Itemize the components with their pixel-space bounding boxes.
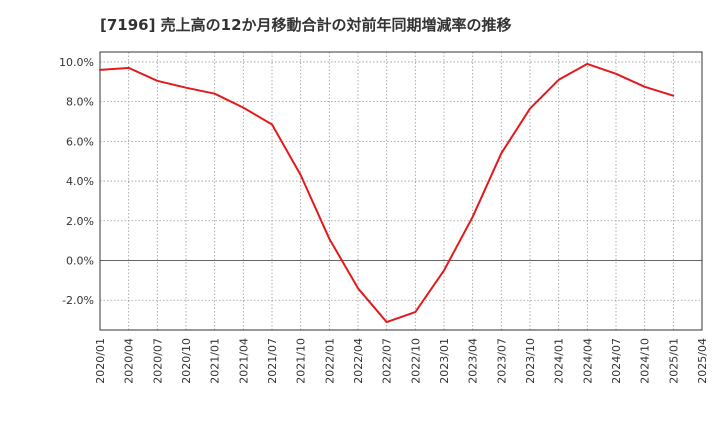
x-tick-label: 2023/07 (495, 338, 508, 384)
x-tick-label: 2021/01 (209, 338, 222, 384)
series (99, 62, 675, 324)
x-tick-label: 2023/01 (438, 338, 451, 384)
x-tick-label: 2024/07 (610, 338, 623, 384)
x-tick-label: 2021/04 (237, 338, 250, 384)
x-tick-label: 2021/07 (266, 338, 279, 384)
series-line (99, 62, 675, 324)
x-tick-labels: 2020/01 2020/04 2020/07 2020/10 2021/01 2021/… (94, 338, 709, 384)
y-tick-label: 8.0% (66, 96, 94, 109)
y-tick-labels: -2.0% 0.0% 2.0% 4.0% 6.0% 8.0% 10.0% (59, 56, 94, 307)
x-tick-label: 2024/01 (553, 338, 566, 384)
x-tick-label: 2021/10 (295, 338, 308, 384)
y-tick-label: 2.0% (66, 215, 94, 228)
grid (99, 52, 703, 330)
x-tick-label: 2022/07 (381, 338, 394, 384)
y-tick-label: 10.0% (59, 56, 94, 69)
y-tick-label: -2.0% (62, 294, 94, 307)
x-tick-label: 2020/07 (151, 338, 164, 384)
chart-title: [7196] 売上高の12か月移動合計の対前年同期増減率の推移 (100, 16, 512, 34)
axes (99, 51, 703, 331)
y-tick-label: 4.0% (66, 175, 94, 188)
x-tick-label: 2023/10 (524, 338, 537, 384)
x-tick-label: 2020/04 (123, 338, 136, 384)
y-tick-label: 6.0% (66, 135, 94, 148)
x-tick-label: 2020/01 (94, 338, 107, 384)
y-tick-label: 0.0% (66, 255, 94, 268)
plot-frame (99, 51, 703, 331)
x-tick-label: 2025/04 (696, 338, 709, 384)
x-tick-label: 2024/10 (639, 338, 652, 384)
x-tick-label: 2022/01 (323, 338, 336, 384)
x-tick-label: 2022/04 (352, 338, 365, 384)
x-tick-label: 2025/01 (667, 338, 680, 384)
x-tick-label: 2020/10 (180, 338, 193, 384)
x-tick-label: 2022/10 (409, 338, 422, 384)
x-tick-label: 2024/04 (581, 338, 594, 384)
x-tick-label: 2023/04 (467, 338, 480, 384)
